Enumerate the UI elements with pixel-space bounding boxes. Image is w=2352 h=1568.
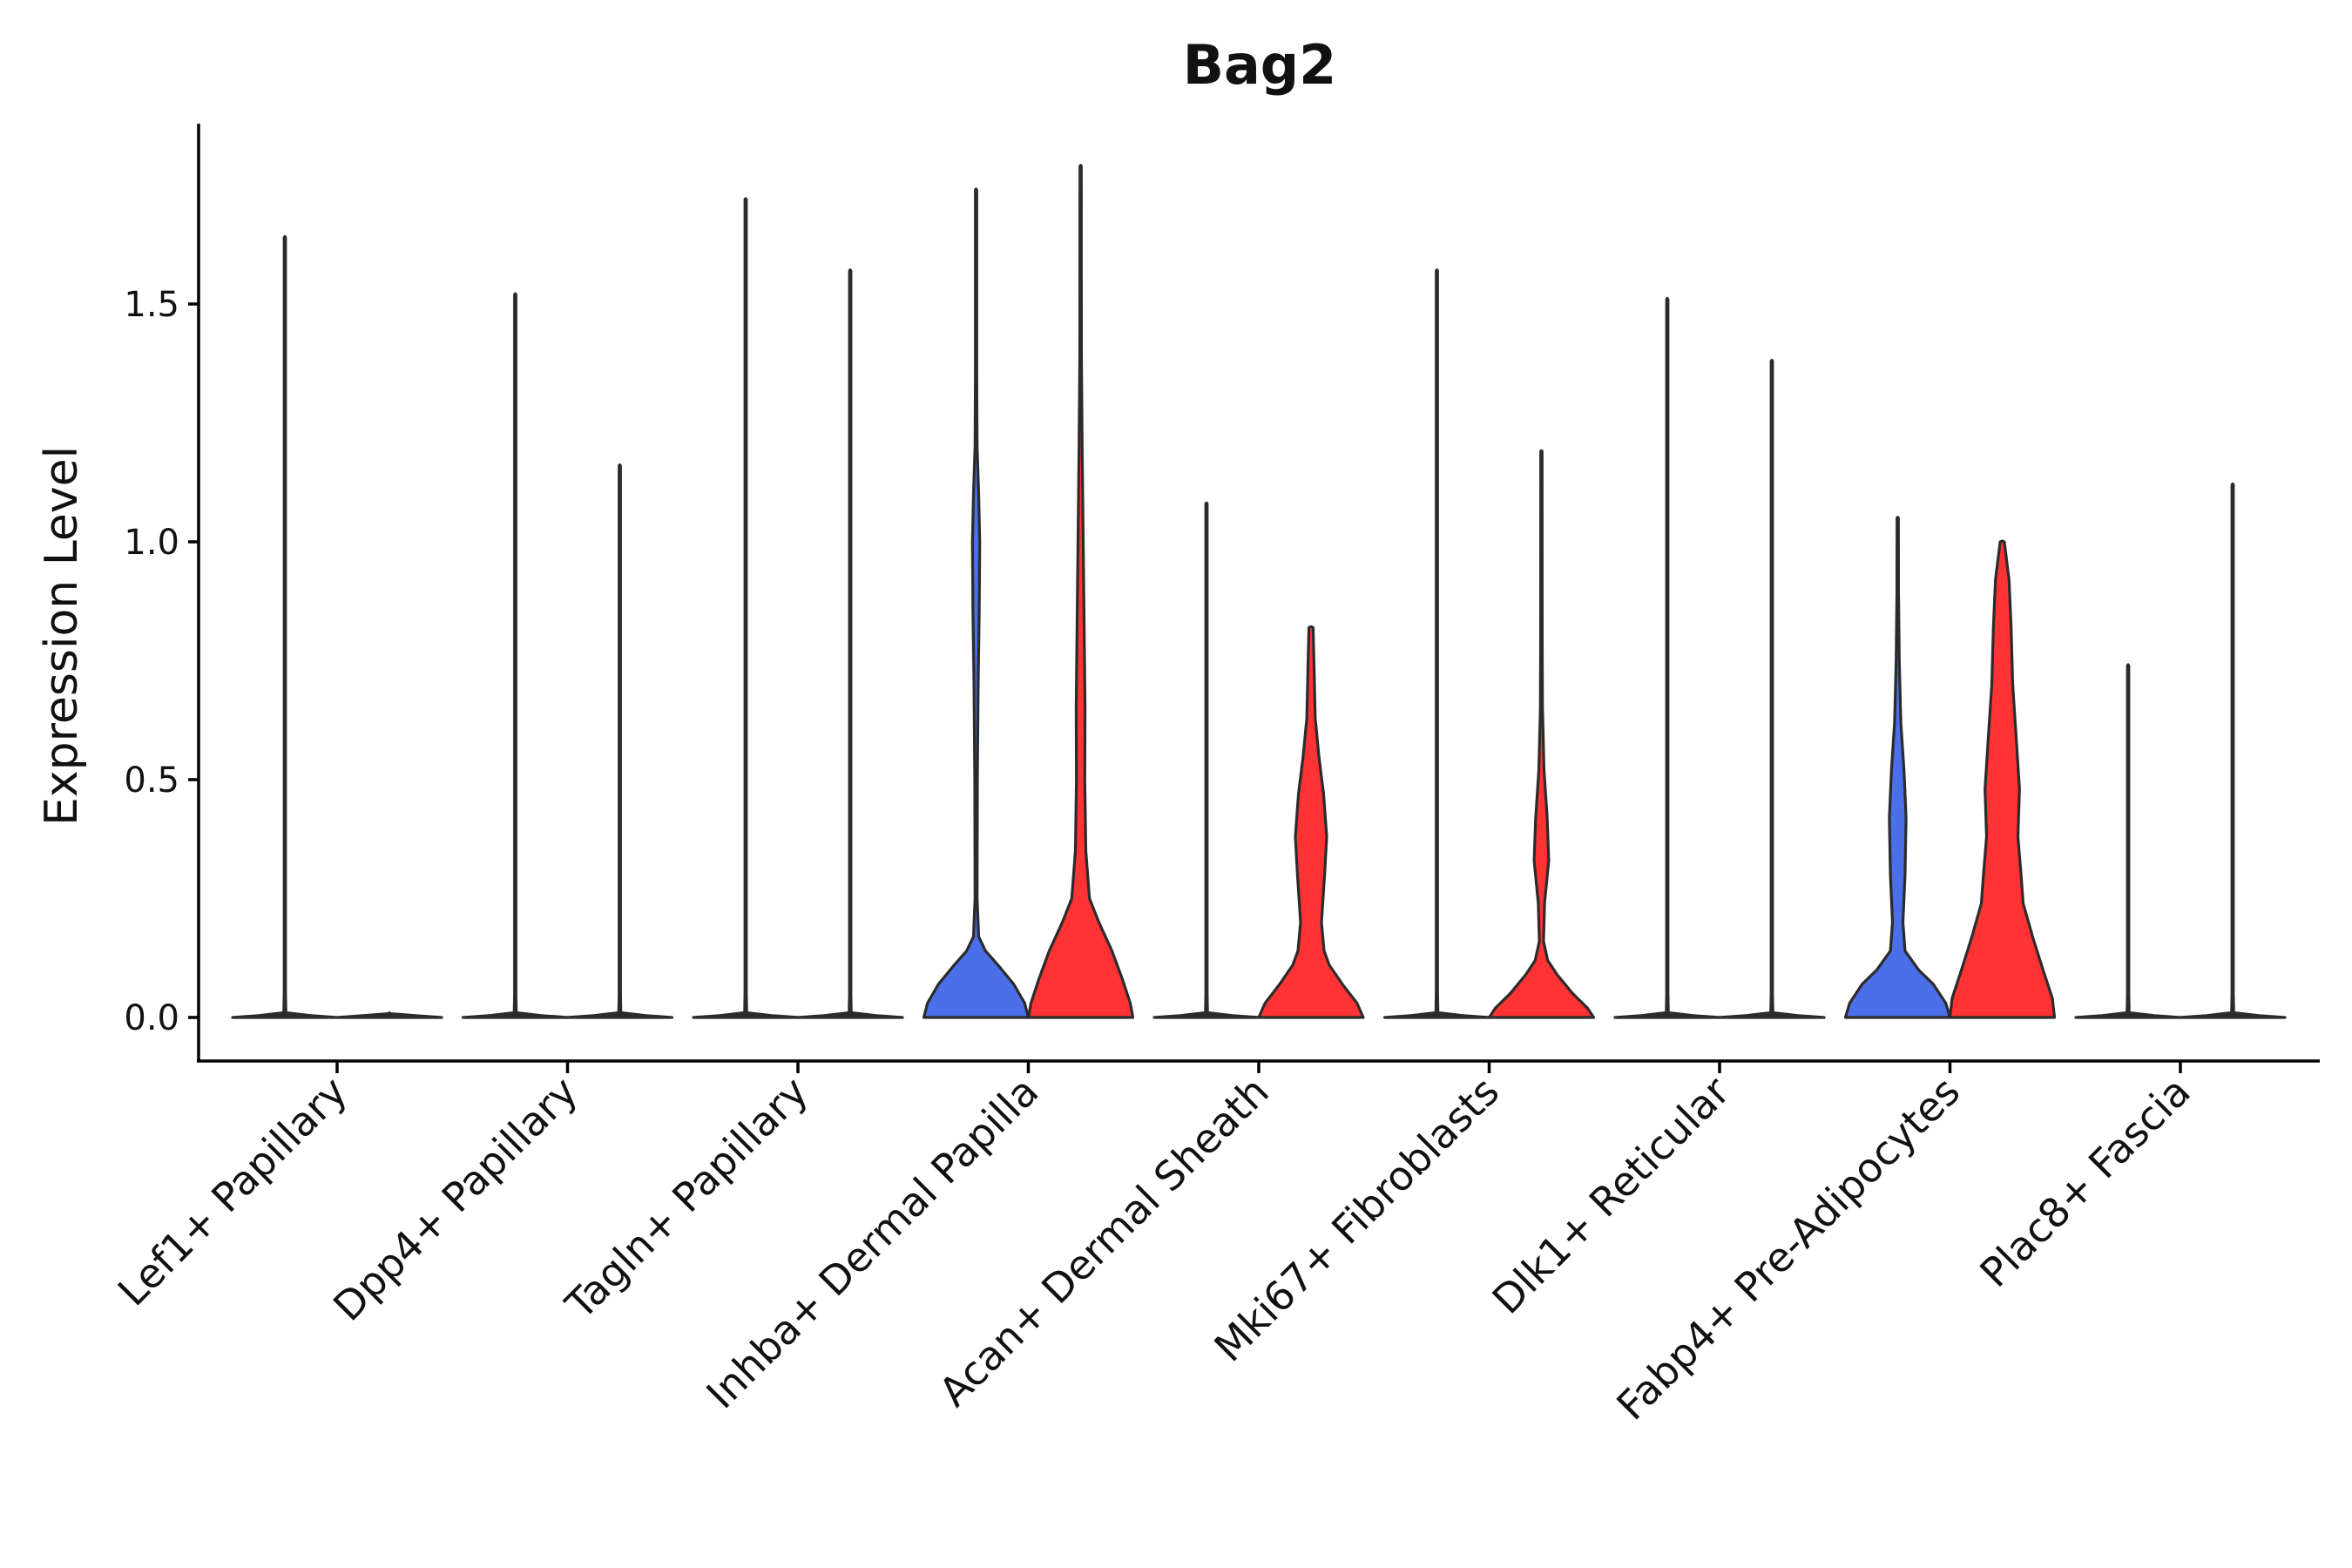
violin-group1	[1613, 296, 1721, 1019]
violin-group2	[1948, 539, 2057, 1019]
y-tick-label: 0.0	[124, 998, 179, 1038]
violin-group2	[2179, 482, 2287, 1019]
violin-group2	[1026, 164, 1135, 1019]
violin-group1	[461, 292, 570, 1019]
violin-group2	[335, 1011, 443, 1019]
violin-layer	[231, 164, 2287, 1019]
x-tick-label: Dlk1+ Reticular	[1484, 1068, 1739, 1323]
y-axis-title: Expression Level	[36, 446, 88, 826]
x-tick-label: Dpp4+ Papillary	[324, 1068, 586, 1330]
violin-group2	[1487, 449, 1596, 1019]
y-ticks: 0.0 0.5 1.0 1.5	[124, 285, 199, 1038]
x-tick-label: Lef1+ Papillary	[109, 1068, 356, 1315]
chart-title: Bag2	[1183, 33, 1337, 97]
y-tick-label: 0.5	[124, 760, 179, 801]
violin-group2	[565, 463, 674, 1019]
violin-group2	[796, 268, 904, 1019]
violin-group1	[1152, 501, 1260, 1019]
violin-group1	[2074, 663, 2182, 1019]
violin-group1	[922, 187, 1031, 1019]
violin-group1	[1843, 516, 1952, 1019]
violin-group1	[231, 235, 339, 1019]
violin-group2	[1257, 625, 1365, 1019]
y-tick-label: 1.5	[124, 285, 179, 325]
x-tick-label: Plac8+ Fascia	[1970, 1068, 2199, 1296]
violin-group1	[1382, 268, 1491, 1019]
violin-group1	[692, 197, 800, 1019]
y-tick-label: 1.0	[124, 523, 179, 563]
x-tick-label: Tagln+ Papillary	[556, 1068, 817, 1329]
violin-group2	[1718, 358, 1826, 1019]
